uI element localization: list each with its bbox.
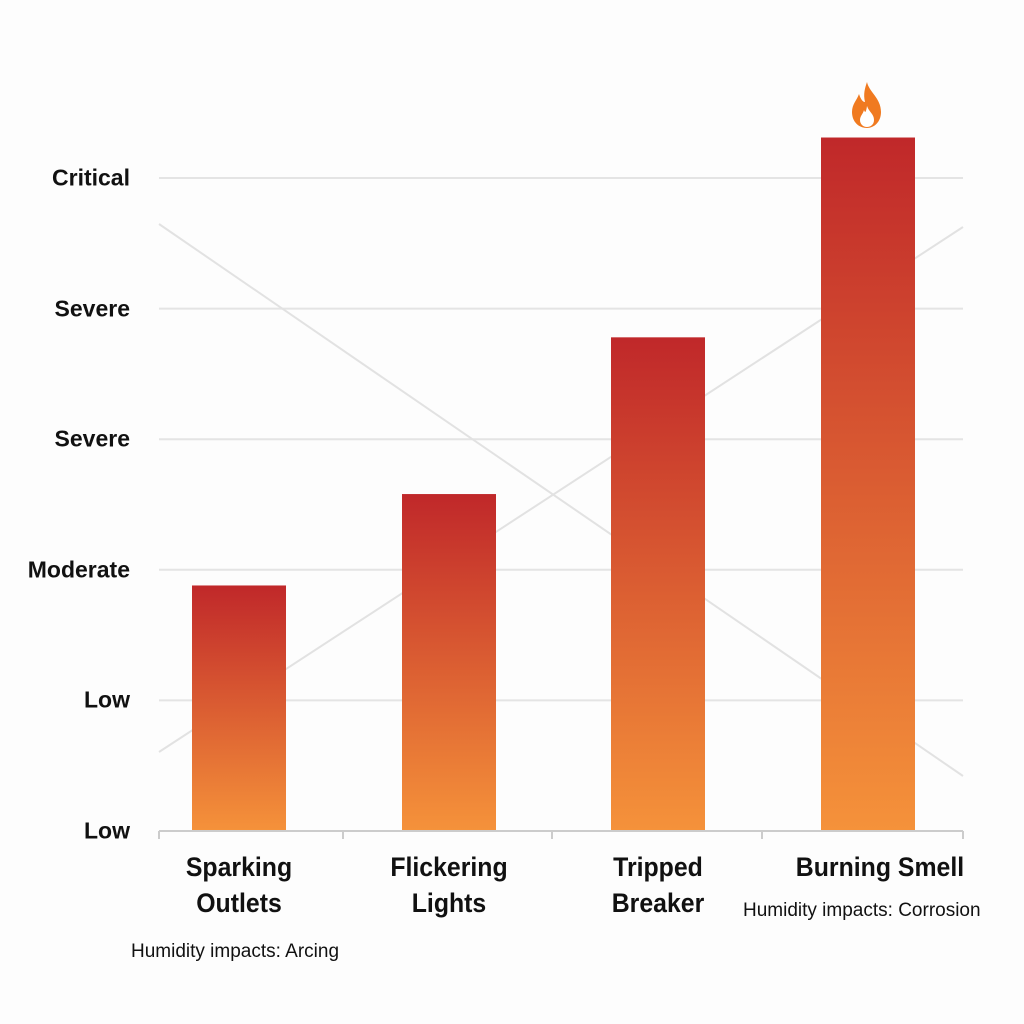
bar-flickering-lights: [402, 494, 496, 831]
y-tick-label: Low: [84, 686, 130, 713]
y-tick-label: Severe: [54, 295, 130, 322]
annotation-corrosion: Humidity impacts: Corrosion: [743, 900, 981, 921]
bars: [192, 137, 915, 831]
bar-tripped-breaker: [611, 337, 705, 831]
y-tick-label: Critical: [52, 164, 130, 191]
x-category-label: Flickering Lights: [390, 852, 508, 918]
x-category-label: Tripped Breaker: [611, 852, 705, 918]
bar-burning-smell: [821, 137, 915, 831]
x-category-label: Sparking Outlets: [185, 852, 293, 918]
fire-icon: [852, 82, 881, 128]
annotation-arcing: Humidity impacts: Arcing: [131, 941, 340, 962]
x-axis: [158, 830, 964, 839]
bar-sparking-outlets: [192, 585, 286, 831]
y-tick-label: Low: [84, 817, 130, 844]
y-tick-label: Moderate: [27, 556, 130, 583]
y-tick-label: Severe: [54, 425, 130, 452]
x-category-label: Burning Smell: [795, 852, 965, 882]
